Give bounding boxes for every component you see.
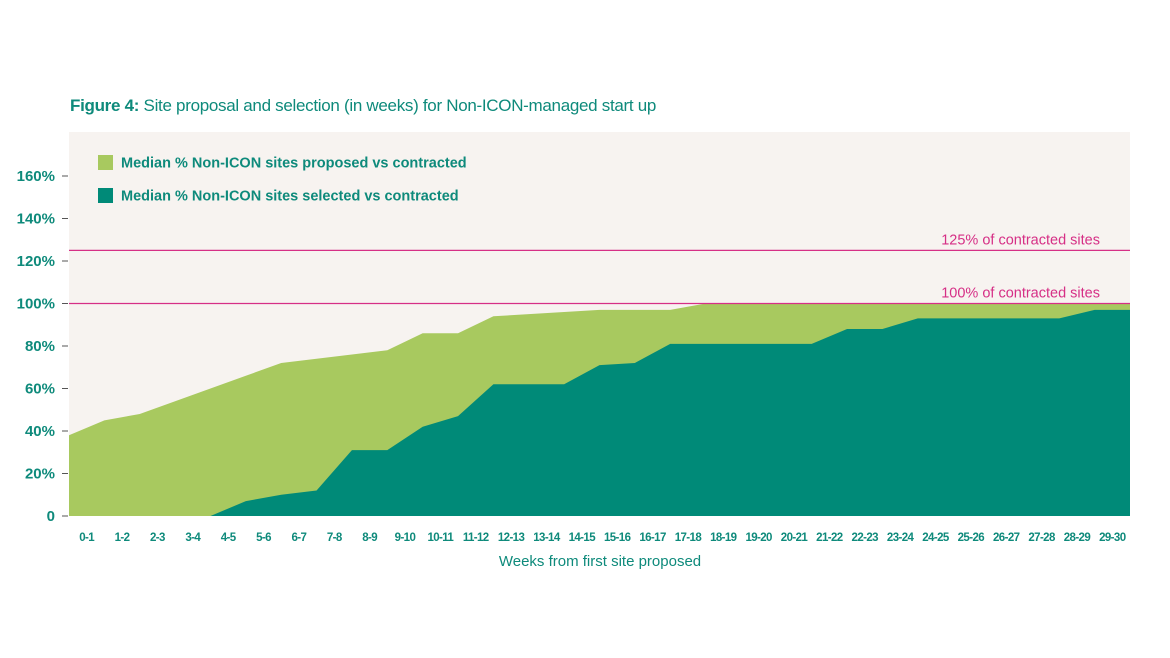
y-tick-label: 80% [25, 338, 55, 355]
y-tick-label: 120% [17, 253, 55, 270]
x-tick-label: 0-1 [79, 532, 95, 544]
legend-swatch [98, 188, 113, 203]
x-tick-label: 5-6 [256, 532, 271, 544]
reference-lines: 125% of contracted sites 100% of contract… [69, 232, 1130, 305]
x-tick-label: 16-17 [639, 532, 666, 544]
x-tick-label: 9-10 [395, 532, 416, 544]
x-tick-label: 26-27 [993, 532, 1020, 544]
x-tick-label: 18-19 [710, 532, 737, 544]
y-tick-label: 60% [25, 381, 55, 398]
x-tick-label: 17-18 [675, 532, 703, 544]
y-tick-label: 0 [47, 508, 55, 525]
y-axis: 0 20% 40% 60% 80% 100% 120% 140% 160% [17, 168, 68, 525]
x-tick-label: 15-16 [604, 532, 631, 544]
y-tick-label: 20% [25, 466, 55, 483]
x-tick-label: 23-24 [887, 532, 915, 544]
figure-title: Figure 4: Site proposal and selection (i… [70, 96, 656, 116]
x-tick-label: 14-15 [569, 532, 597, 544]
y-tick-label: 40% [25, 423, 55, 440]
figure-title-text: Site proposal and selection (in weeks) f… [143, 96, 657, 115]
x-tick-label: 7-8 [327, 532, 343, 544]
reference-label-100: 100% of contracted sites [941, 286, 1100, 302]
figure-label: Figure 4: [70, 96, 140, 115]
x-tick-label: 20-21 [781, 532, 809, 544]
x-tick-label: 27-28 [1028, 532, 1056, 544]
legend-swatch [98, 155, 113, 170]
area-layer [69, 303, 1130, 516]
x-tick-label: 6-7 [291, 532, 306, 544]
x-tick-label: 25-26 [958, 532, 985, 544]
x-tick-label: 11-12 [463, 532, 489, 544]
x-tick-label: 13-14 [533, 532, 561, 544]
x-tick-label: 28-29 [1064, 532, 1091, 544]
y-tick-label: 140% [17, 211, 55, 228]
x-tick-label: 4-5 [221, 532, 237, 544]
x-tick-label: 21-22 [816, 532, 843, 544]
y-tick-label: 160% [17, 168, 55, 185]
x-tick-label: 12-13 [498, 532, 525, 544]
legend-label: Median % Non-ICON sites proposed vs cont… [121, 156, 467, 172]
x-tick-label: 1-2 [115, 532, 130, 544]
legend: Median % Non-ICON sites proposed vs cont… [98, 155, 467, 205]
y-tick-label: 100% [17, 296, 55, 313]
series-area-selected [69, 309, 1130, 516]
x-tick-label: 2-3 [150, 532, 165, 544]
x-tick-label: 22-23 [852, 532, 879, 544]
reference-label-125: 125% of contracted sites [941, 232, 1100, 248]
x-tick-label: 29-30 [1099, 532, 1126, 544]
x-tick-label: 10-11 [427, 532, 454, 544]
x-tick-label: 24-25 [922, 532, 950, 544]
legend-label: Median % Non-ICON sites selected vs cont… [121, 189, 459, 205]
x-axis: 0-1 1-2 2-3 3-4 4-5 5-6 6-7 7-8 8-9 9-10 10-11 11-1… [79, 532, 1126, 544]
x-tick-label: 3-4 [185, 532, 201, 544]
x-axis-label: Weeks from first site proposed [499, 553, 701, 570]
x-tick-label: 8-9 [362, 532, 377, 544]
x-tick-label: 19-20 [745, 532, 772, 544]
